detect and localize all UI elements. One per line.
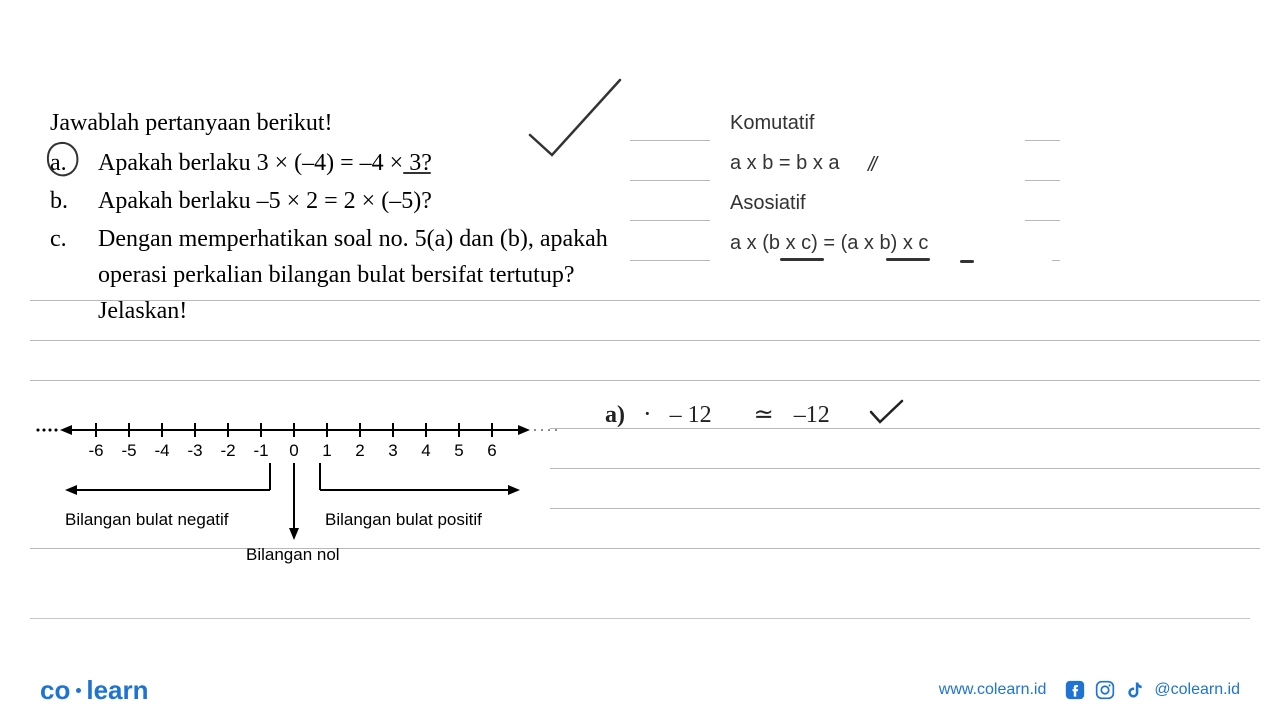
underline-c <box>960 260 974 263</box>
question-item-c: c. Dengan memperhatikan soal no. 5(a) da… <box>50 221 650 329</box>
facebook-icon <box>1064 679 1086 701</box>
marker-text-b: b. <box>50 188 68 214</box>
footer-url: www.colearn.id <box>939 681 1047 699</box>
svg-text:-4: -4 <box>154 441 169 460</box>
answer-row: a) · – 12 ≃ –12 <box>605 398 904 429</box>
answer-lhs: – 12 <box>670 402 712 428</box>
svg-text:2: 2 <box>355 441 364 460</box>
circle-annotation-icon <box>44 139 82 179</box>
svg-text:-5: -5 <box>121 441 136 460</box>
svg-text:-2: -2 <box>220 441 235 460</box>
svg-text:3: 3 <box>388 441 397 460</box>
logo-part-1: co <box>40 675 70 706</box>
svg-text:-3: -3 <box>187 441 202 460</box>
label-negatif: Bilangan bulat negatif <box>65 510 229 530</box>
svg-text:4: 4 <box>421 441 430 460</box>
note-asosiatif: Asosiatif <box>730 192 806 215</box>
item-marker-b: b. <box>50 183 98 219</box>
instagram-icon <box>1094 679 1116 701</box>
svg-text:-1: -1 <box>253 441 268 460</box>
note-asosiatif-formula: a x (b x c) = (a x b) x c <box>730 232 928 255</box>
answer-dot: · <box>643 399 652 428</box>
item-text-b: Apakah berlaku –5 × 2 = 2 × (–5)? <box>98 183 650 219</box>
answer-label: a) <box>605 402 625 428</box>
note-komutatif: Komutatif <box>730 112 814 135</box>
footer-right: www.colearn.id @colearn.id <box>939 679 1240 701</box>
tiktok-icon <box>1124 679 1146 701</box>
answer-rhs: –12 <box>794 402 830 428</box>
label-nol: Bilangan nol <box>246 545 340 565</box>
underline-bxc <box>780 258 824 261</box>
logo: colearn <box>40 675 149 706</box>
logo-part-2: learn <box>86 675 148 706</box>
label-positif: Bilangan bulat positif <box>325 510 482 530</box>
numberline-diagram: -6 -5 -4 -3 -2 -1 0 1 2 3 4 5 6 Bilangan bulat negat… <box>30 405 570 585</box>
logo-dot-icon <box>76 688 81 693</box>
svg-text:5: 5 <box>454 441 463 460</box>
underline-neg4 <box>403 172 431 174</box>
answer-checkmark-icon <box>868 398 904 426</box>
tally-marks: // <box>868 154 875 177</box>
item-marker-a: a. <box>50 145 98 181</box>
divider-line <box>30 618 1250 619</box>
note-komutatif-formula: a x b = b x a <box>730 152 840 175</box>
footer-handle: @colearn.id <box>1154 681 1240 699</box>
checkmark-icon <box>510 70 630 170</box>
social-icons: @colearn.id <box>1064 679 1240 701</box>
svg-text:6: 6 <box>487 441 496 460</box>
underline-axb <box>886 258 930 261</box>
svg-text:1: 1 <box>322 441 331 460</box>
item-text-c: Dengan memperhatikan soal no. 5(a) dan (… <box>98 221 650 329</box>
question-item-b: b. Apakah berlaku –5 × 2 = 2 × (–5)? <box>50 183 650 219</box>
svg-text:0: 0 <box>289 441 298 460</box>
marker-text-c: c. <box>50 226 67 252</box>
answer-eq: ≃ <box>754 401 774 428</box>
svg-text:-6: -6 <box>88 441 103 460</box>
item-marker-c: c. <box>50 221 98 257</box>
footer: colearn www.colearn.id @colearn.id <box>0 660 1280 720</box>
